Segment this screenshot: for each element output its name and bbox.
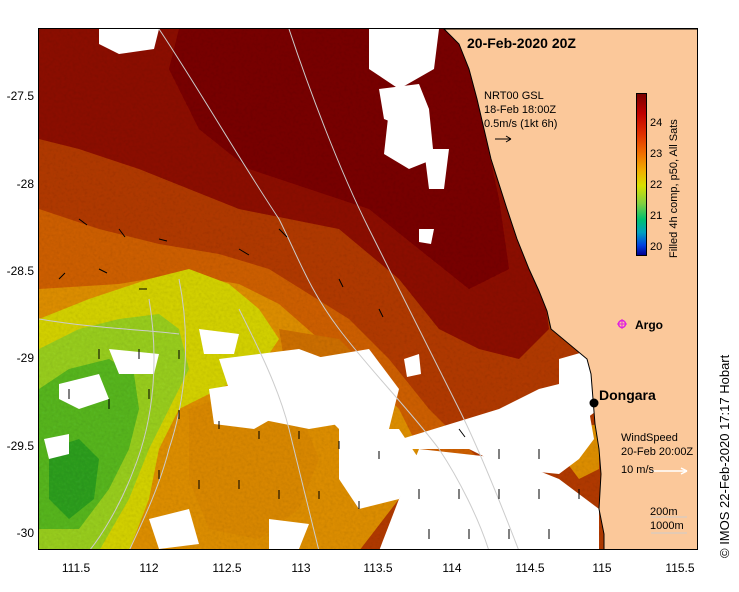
credit-text: © IMOS 22-Feb-2020 17:17 Hobart bbox=[717, 354, 732, 558]
lon-tick: 114 bbox=[442, 561, 462, 575]
lat-tick: -29.5 bbox=[6, 439, 34, 453]
current-vectors bbox=[58, 218, 580, 539]
colorbar-label: Filled 4h comp, p50, All Sats bbox=[668, 119, 680, 258]
sst-colorbar bbox=[636, 93, 647, 256]
map-title: 20-Feb-2020 20Z bbox=[467, 35, 576, 51]
lon-tick: 111.5 bbox=[61, 561, 91, 575]
bathy-legend-1000m: 1000m bbox=[650, 520, 684, 532]
sst-map-canvas bbox=[39, 29, 697, 549]
wind-legend-arrow bbox=[651, 467, 688, 475]
dongara-label: Dongara bbox=[599, 387, 656, 403]
lat-tick: -27.5 bbox=[6, 89, 34, 103]
cloud-gaps bbox=[44, 29, 599, 549]
colorbar-tick: 24 bbox=[650, 117, 663, 129]
wind-legend-scale: 10 m/s bbox=[621, 464, 655, 476]
lat-tick: -28 bbox=[16, 177, 34, 191]
colorbar-tick: 23 bbox=[650, 148, 663, 160]
lon-tick: 114.5 bbox=[515, 561, 545, 575]
argo-label: Argo bbox=[635, 318, 663, 332]
current-legend-time: 18-Feb 18:00Z bbox=[484, 104, 557, 116]
dongara-marker[interactable] bbox=[589, 398, 599, 408]
wind-legend-time: 20-Feb 20:00Z bbox=[621, 446, 694, 458]
lon-tick: 113.5 bbox=[363, 561, 393, 575]
lon-tick: 112 bbox=[139, 561, 159, 575]
lon-tick: 115.5 bbox=[665, 561, 695, 575]
lon-tick: 115 bbox=[592, 561, 612, 575]
lon-tick: 113 bbox=[291, 561, 311, 575]
lat-tick: -29 bbox=[16, 351, 34, 365]
current-legend-source: NRT00 GSL bbox=[484, 90, 544, 102]
sst-map[interactable] bbox=[38, 28, 698, 550]
colorbar-tick: 21 bbox=[650, 210, 663, 222]
coastline-land bbox=[443, 29, 697, 549]
lon-tick: 112.5 bbox=[212, 561, 242, 575]
current-legend-arrow bbox=[495, 135, 512, 143]
colorbar-tick: 20 bbox=[650, 241, 663, 253]
colorbar-tick: 22 bbox=[650, 179, 663, 191]
lat-tick: -28.5 bbox=[6, 264, 34, 278]
bathymetry-contours bbox=[39, 29, 519, 549]
lat-tick: -30 bbox=[16, 526, 34, 540]
current-legend-scale: 0.5m/s (1kt 6h) bbox=[484, 118, 558, 130]
bathy-legend-200m: 200m bbox=[650, 506, 678, 518]
wind-legend-title: WindSpeed bbox=[621, 432, 678, 444]
argo-marker-icon[interactable] bbox=[617, 319, 627, 329]
